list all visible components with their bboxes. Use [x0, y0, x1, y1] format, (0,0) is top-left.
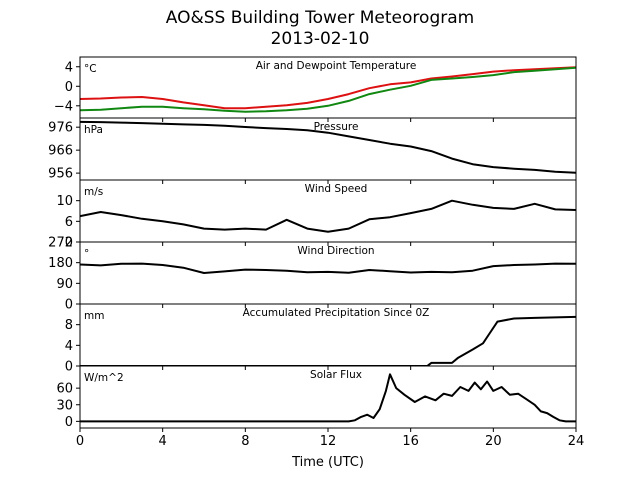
series-line-3-0	[80, 262, 576, 274]
panel-title: Solar Flux	[310, 369, 362, 381]
x-tick-label: 12	[320, 434, 337, 449]
y-tick-label: 60	[56, 382, 73, 397]
series-line-1-0	[80, 120, 576, 174]
y-tick-label: 0	[65, 80, 73, 95]
x-axis-label: Time (UTC)	[291, 455, 364, 470]
y-tick-label: 270	[48, 236, 73, 251]
series-line-0-0	[80, 66, 576, 110]
panel-4: 8 4 0 Accumulated Precipitation Since 0Z mm	[65, 303, 577, 375]
panel-unit: °	[84, 248, 89, 260]
x-tick-label: 4	[159, 434, 167, 449]
y-tick-label: 966	[48, 144, 73, 159]
panel-unit: m/s	[84, 186, 103, 198]
y-tick-label: 4	[65, 339, 73, 354]
y-tick-label: −4	[54, 99, 73, 114]
panel-title: Accumulated Precipitation Since 0Z	[243, 307, 430, 319]
x-tick-label: 8	[241, 434, 249, 449]
panel-title: Wind Speed	[305, 183, 368, 195]
y-tick-label: 0	[65, 298, 73, 313]
y-tick-label: 90	[56, 277, 73, 292]
series-line-2-0	[80, 199, 576, 233]
series-line-5-0	[80, 373, 576, 423]
x-tick-label: 16	[402, 434, 419, 449]
panel-unit: mm	[84, 310, 104, 322]
panel-unit: W/m^2	[84, 372, 124, 384]
panel-title: Wind Direction	[297, 245, 374, 257]
y-tick-label: 4	[65, 60, 73, 75]
panel-3: 270 180 90 0 Wind Direction °	[48, 236, 577, 313]
panel-1: 976 966 956 Pressure hPa	[48, 117, 577, 184]
panel-unit: hPa	[84, 124, 103, 136]
y-tick-label: 180	[48, 256, 73, 271]
y-tick-label: 2	[65, 236, 73, 251]
figure-title: AO&SS Building Tower Meteorogram 2013-02…	[0, 8, 640, 50]
panel-unit: °C	[84, 63, 97, 75]
x-tick-label: 0	[76, 434, 84, 449]
y-tick-label: 0	[65, 360, 73, 375]
figure-title-line2: 2013-02-10	[270, 29, 370, 49]
y-tick-label: 956	[48, 167, 73, 182]
series-line-4-0	[80, 315, 576, 366]
x-tick-label: 24	[568, 434, 585, 449]
y-tick-label: 30	[56, 398, 73, 413]
panel-0: 4 0 −4 Air and Dewpoint Temperature °C	[54, 56, 577, 122]
panel-title: Air and Dewpoint Temperature	[256, 60, 417, 72]
y-tick-label: 6	[65, 215, 73, 230]
y-tick-label: 976	[48, 121, 73, 136]
y-tick-label: 10	[56, 194, 73, 209]
y-tick-label: 8	[65, 318, 73, 333]
figure-title-line1: AO&SS Building Tower Meteorogram	[165, 8, 475, 28]
y-tick-label: 0	[65, 415, 73, 430]
panel-2: 10 6 2 Wind Speed m/s	[56, 179, 577, 251]
panel-title: Pressure	[314, 121, 359, 133]
series-line-0-1	[80, 66, 576, 113]
x-tick-label: 20	[485, 434, 502, 449]
